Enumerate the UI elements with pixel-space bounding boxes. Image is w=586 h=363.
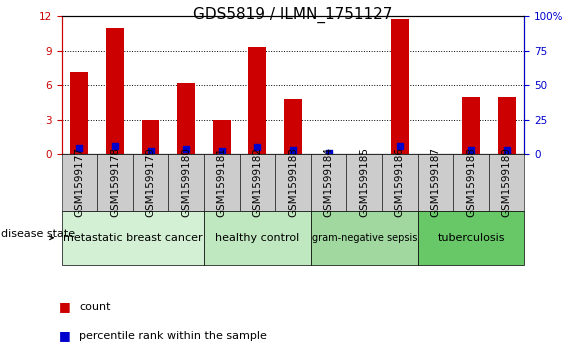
Bar [106,28,124,154]
Text: GSM1599186: GSM1599186 [395,147,405,217]
Text: tuberculosis: tuberculosis [437,233,505,243]
Text: GSM1599187: GSM1599187 [431,147,441,217]
Text: GSM1599177: GSM1599177 [74,147,84,217]
Point [288,147,298,153]
Bar [70,72,88,154]
Text: ■: ■ [59,300,70,313]
Point [182,146,191,152]
Bar [213,120,231,154]
Point [110,143,120,149]
Bar [248,48,266,154]
Text: GSM1599180: GSM1599180 [181,147,191,217]
Point [324,150,333,156]
Bar [391,19,409,154]
Text: GSM1599178: GSM1599178 [110,147,120,217]
Text: GSM1599185: GSM1599185 [359,147,369,217]
Text: GSM1599183: GSM1599183 [288,147,298,217]
Text: GSM1599181: GSM1599181 [217,147,227,217]
Text: GSM1599189: GSM1599189 [502,147,512,217]
Bar [462,97,480,154]
Text: GDS5819 / ILMN_1751127: GDS5819 / ILMN_1751127 [193,7,393,24]
Point [395,143,404,149]
Point [253,144,262,150]
Text: GSM1599179: GSM1599179 [145,147,155,217]
Point [466,147,476,153]
Bar [498,97,516,154]
Bar [178,83,195,154]
Bar [142,120,159,154]
Text: healthy control: healthy control [215,233,299,243]
Text: GSM1599184: GSM1599184 [323,147,333,217]
Text: percentile rank within the sample: percentile rank within the sample [79,331,267,341]
Text: gram-negative sepsis: gram-negative sepsis [312,233,417,243]
Text: GSM1599182: GSM1599182 [253,147,263,217]
Text: count: count [79,302,111,312]
Text: GSM1599188: GSM1599188 [466,147,476,217]
Point [74,146,84,151]
Point [502,147,512,153]
Point [217,148,226,154]
Text: metastatic breast cancer: metastatic breast cancer [63,233,203,243]
Text: ■: ■ [59,329,70,342]
Bar [284,99,302,154]
Text: disease state: disease state [1,229,75,239]
Point [146,148,155,154]
